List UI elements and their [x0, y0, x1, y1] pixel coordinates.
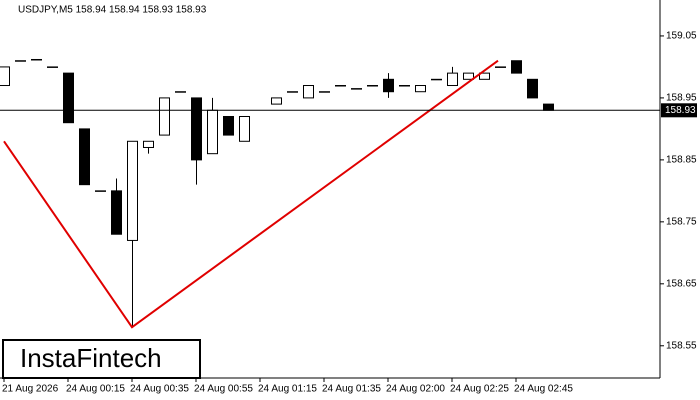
candle-body [335, 85, 346, 87]
candle-body [63, 72, 74, 124]
candle-body [79, 128, 90, 186]
current-price-label: 158.93 [665, 105, 696, 116]
chart-title: USDJPY,M5 158.94 158.94 158.93 158.93 [18, 5, 207, 16]
x-tick-label: 24 Aug 00:15 [66, 384, 125, 395]
watermark: InstaFintech [20, 343, 162, 373]
y-tick-label: 159.05 [666, 31, 697, 42]
x-tick-label: 21 Aug 2026 [2, 384, 59, 395]
candle-body [191, 97, 202, 161]
y-tick-label: 158.95 [666, 93, 697, 104]
candle-body [111, 190, 122, 235]
candle-body [367, 85, 378, 87]
y-tick-label: 158.65 [666, 278, 697, 289]
candle-body [271, 97, 282, 105]
x-tick-label: 24 Aug 02:45 [514, 384, 573, 395]
y-tick-label: 158.55 [666, 340, 697, 351]
candle-body [223, 115, 234, 136]
candle-body [207, 109, 218, 155]
candle-body [95, 190, 106, 192]
candle-body [447, 72, 458, 87]
candle-body [527, 78, 538, 99]
candle-body [239, 115, 250, 142]
y-tick-label: 158.75 [666, 216, 697, 227]
candle-body [463, 72, 474, 80]
pattern-line [3, 59, 499, 329]
x-tick-label: 24 Aug 02:25 [450, 384, 509, 395]
candle-body [399, 85, 410, 87]
candle-body [127, 140, 138, 241]
candle-body [351, 88, 362, 90]
candle-body [0, 66, 10, 87]
candle-body [543, 103, 554, 111]
candle-body [511, 60, 522, 74]
candle-body [303, 85, 314, 99]
x-tick-label: 24 Aug 00:35 [130, 384, 189, 395]
candle-body [175, 91, 186, 93]
y-tick-label: 158.85 [666, 155, 697, 166]
x-tick-label: 24 Aug 02:00 [386, 384, 445, 395]
candle-body [383, 78, 394, 93]
x-tick-label: 24 Aug 01:35 [322, 384, 381, 395]
candle-body [15, 60, 26, 62]
candle-body [431, 78, 442, 81]
candle-body [159, 97, 170, 136]
candle-body [287, 91, 298, 93]
x-tick-label: 24 Aug 01:15 [258, 384, 317, 395]
candle-body [31, 58, 42, 61]
candle-body [479, 72, 490, 80]
watermark-box [2, 339, 201, 379]
candle-body [143, 140, 154, 148]
candle-body [415, 85, 426, 93]
candle-body [319, 91, 330, 93]
x-tick-label: 24 Aug 00:55 [194, 384, 253, 395]
current-price-box [661, 103, 697, 118]
candle-body [47, 66, 58, 68]
candle-body [495, 66, 506, 68]
